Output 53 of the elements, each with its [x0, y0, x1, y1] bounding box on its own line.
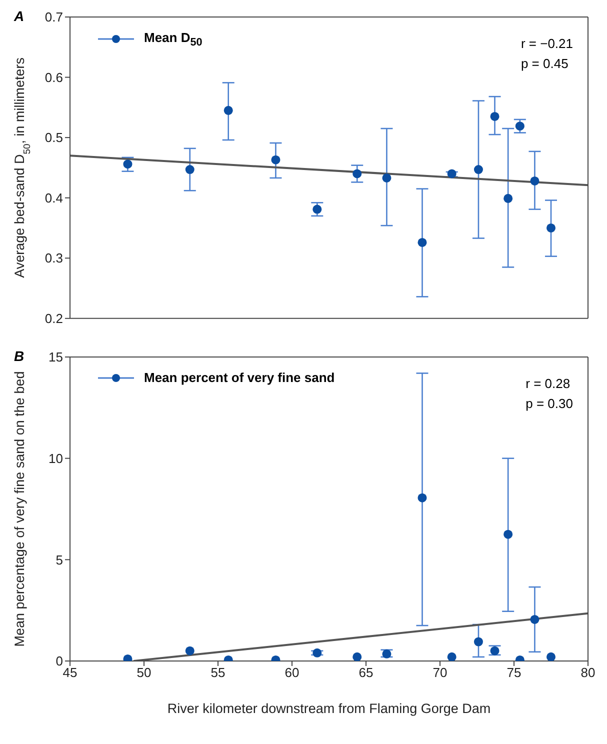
x-tick-label: 70: [432, 665, 448, 680]
point: [382, 173, 392, 182]
point: [474, 637, 483, 646]
point: [474, 165, 483, 174]
y-tick-label: 10: [48, 450, 63, 466]
x-tick-label: 65: [358, 665, 374, 680]
x-tick-label: 75: [506, 665, 522, 680]
point: [504, 530, 513, 539]
point: [530, 614, 540, 624]
point: [418, 493, 427, 502]
y-tick-label: 5: [56, 552, 63, 568]
y-tick-label: 0.5: [44, 130, 63, 146]
x-tick-label: 55: [210, 665, 226, 680]
y-tick-label: 0.7: [44, 10, 63, 25]
point: [185, 165, 194, 174]
point: [504, 194, 513, 203]
x-tick-label: 45: [62, 665, 78, 680]
annotation: r = −0.21: [520, 36, 573, 51]
point: [418, 238, 427, 247]
annotation: p = 0.30: [526, 396, 573, 411]
point: [312, 648, 322, 658]
y-tick-label: 0.2: [44, 311, 63, 326]
annotation: r = 0.28: [526, 376, 570, 391]
point: [382, 649, 392, 658]
point: [352, 652, 362, 661]
y-tick-label: 0.3: [44, 250, 63, 266]
point: [271, 155, 280, 164]
x-tick-label: 80: [580, 665, 596, 680]
y-axis-title: Mean percentage of very fine sand on the bed: [12, 371, 27, 647]
point: [515, 122, 524, 131]
y-tick-label: 0.4: [44, 190, 63, 206]
chart-title: B: [14, 348, 24, 364]
point: [490, 112, 500, 121]
point: [447, 169, 456, 178]
legend-label: Mean percent of very fine sand: [144, 370, 335, 385]
point: [530, 176, 540, 186]
point: [447, 652, 456, 661]
chart-title: A: [14, 8, 24, 24]
point: [185, 646, 194, 656]
x-axis-title: River kilometer downstream from Flaming Gorge Dam: [167, 701, 491, 716]
y-tick-label: 0: [56, 654, 63, 669]
point: [546, 223, 556, 232]
point: [224, 106, 233, 115]
y-tick-label: 15: [48, 350, 63, 365]
y-tick-label: 0.6: [44, 70, 63, 85]
point: [352, 169, 362, 178]
x-tick-label: 50: [136, 665, 152, 680]
annotation: p = 0.45: [520, 56, 568, 71]
legend-label: Mean D$_{50}$: [144, 30, 202, 49]
x-tick-label: 60: [284, 665, 300, 680]
point: [123, 160, 132, 169]
point: [312, 204, 322, 214]
point: [546, 652, 556, 661]
